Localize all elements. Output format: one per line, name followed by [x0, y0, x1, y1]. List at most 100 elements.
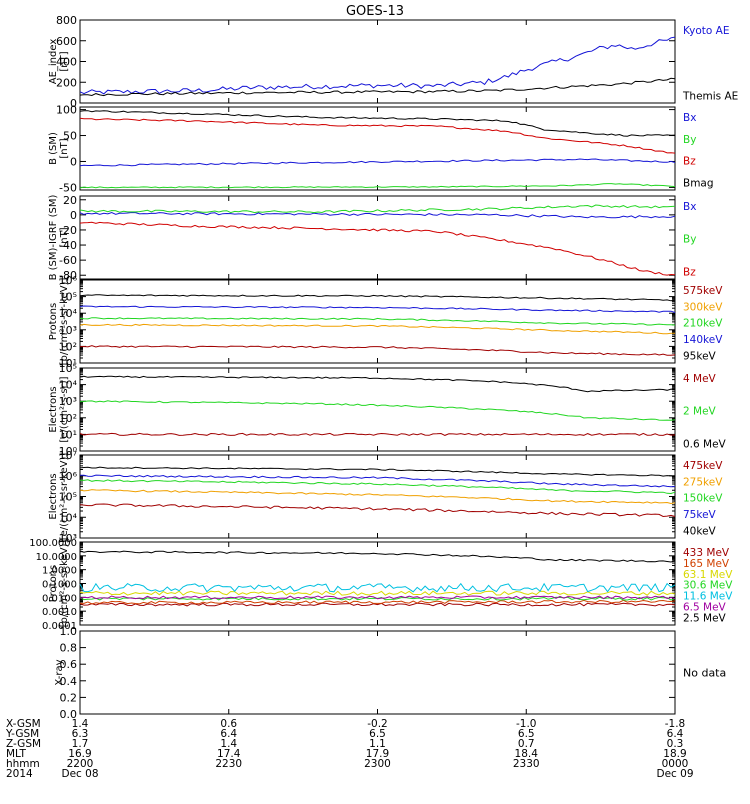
legend-electrons_kev-2: 150keV — [683, 493, 723, 505]
x-tick-label: Dec 09 — [656, 768, 693, 780]
y-tick-label: 10⁶ — [59, 470, 78, 483]
y-tick-label: 100.0000 — [29, 538, 77, 549]
legend-electrons_kev-1: 275keV — [683, 476, 723, 488]
panel-frame — [79, 195, 676, 280]
series-line-protons_mev-0 — [79, 602, 676, 607]
x-tick-label: 1.4 — [72, 718, 89, 730]
x-row-label: hhmm — [6, 758, 40, 770]
series-line-bsm-2 — [79, 117, 676, 154]
y-tick-label: 10⁷ — [59, 449, 77, 462]
x-tick-label: 17.4 — [217, 748, 241, 760]
legend-protons_mev-6: 2.5 MeV — [683, 612, 727, 624]
x-tick-label: 2230 — [215, 758, 242, 770]
series-line-protons_mev-4 — [79, 582, 676, 593]
legend-protons_mev-2: 63.1 MeV — [683, 569, 733, 581]
x-tick-label: 6.3 — [72, 728, 89, 740]
y-tick-label: 10⁶ — [59, 274, 78, 287]
series-line-electrons_mev-1 — [79, 400, 676, 421]
y-tick-label: -20 — [59, 224, 77, 237]
y-tick-label: 0.0001 — [42, 621, 77, 632]
series-line-protons-0 — [79, 345, 676, 356]
x-tick-label: 0000 — [662, 758, 689, 770]
x-axis-labels: X-GSM 1.4 0.6 -0.2 -1.0 -1.8 Y-GSM 6.3 6.4 6.5 6.5… — [5, 718, 694, 780]
legend-bigrf-0: Bx — [683, 201, 696, 213]
y-tick-label: 10² — [59, 340, 77, 353]
y-tick-label: 10⁴ — [59, 379, 78, 392]
y-tick-label: 50 — [63, 130, 77, 143]
y-tick-label: 10⁵ — [59, 291, 77, 304]
y-tick-label: 0 — [70, 209, 77, 222]
legend-electrons_kev-0: 475keV — [683, 460, 723, 472]
y-tick-label: 10⁰ — [59, 445, 78, 458]
legend-electrons_kev-4: 40keV — [683, 525, 717, 537]
series-line-bigrf-0 — [79, 211, 676, 219]
x-tick-label: -0.2 — [367, 718, 388, 730]
series-line-protons-1 — [79, 323, 675, 335]
y-tick-label: 1.0 — [60, 625, 78, 638]
legend-ae-1: Themis AE — [682, 90, 738, 102]
y-tick-label: -60 — [59, 254, 77, 267]
y-tick-label: 10³ — [59, 395, 77, 408]
series-line-protons_mev-1 — [79, 599, 676, 605]
x-tick-label: -1.8 — [665, 718, 686, 730]
legend-protons_mev-5: 6.5 MeV — [683, 601, 727, 613]
y-tick-label: 10³ — [59, 324, 77, 337]
y-axis-label: Electrons[e/(cm²-s-sr)] — [48, 376, 70, 442]
series-line-protons_mev-2 — [79, 590, 676, 596]
y-axis-label: B (SM)-IGRF (SM)[nT] — [48, 195, 70, 281]
x-tick-label: 1.1 — [369, 738, 386, 750]
panel-electrons_kev: 10³ 10⁴ 10⁵ 10⁶ 10⁷Electrons[e/(cm²-s-sr-keV… — [48, 449, 723, 545]
y-axis-label: B (SM)[nT] — [48, 132, 70, 165]
y-tick-label: 800 — [56, 14, 77, 27]
series-line-bsm-3 — [79, 110, 676, 137]
x-row-label: Z-GSM — [6, 738, 41, 750]
y-tick-label: 10³ — [59, 532, 77, 545]
panel-electrons_mev: 10⁰ 10¹ 10² 10³ 10⁴ 10⁵Electrons[e/(cm²-s-sr)… — [48, 362, 727, 458]
y-tick-label: 10⁴ — [59, 307, 78, 320]
y-tick-label: 10⁵ — [59, 362, 77, 375]
series-line-electrons_kev-1 — [79, 489, 676, 505]
series-line-ae-0 — [79, 36, 676, 95]
series-line-electrons_kev-2 — [79, 479, 676, 495]
series-line-ae-1 — [79, 77, 676, 97]
x-tick-label: 2200 — [67, 758, 94, 770]
y-tick-label: 10.0000 — [36, 552, 77, 563]
y-tick-label: 0.4 — [60, 675, 78, 688]
y-tick-label: 0.0010 — [42, 607, 77, 618]
series-line-electrons_kev-0 — [79, 503, 676, 518]
x-row-label: Y-GSM — [5, 728, 39, 740]
panel-ae: 0 200 400 600 800 AE_index[nT] Kyoto AE Themis … — [48, 14, 738, 110]
panel-frame — [79, 630, 676, 715]
x-tick-label: 16.9 — [68, 748, 91, 760]
y-tick-label: 600 — [56, 35, 77, 48]
legend-electrons_kev-3: 75keV — [683, 509, 717, 521]
series-line-bigrf-2 — [79, 221, 676, 276]
y-tick-label: 0.0 — [60, 708, 78, 721]
legend-ae-0: Kyoto AE — [683, 25, 729, 37]
legend-electrons_mev-1: 2 MeV — [683, 406, 717, 418]
x-tick-label: 6.4 — [667, 728, 684, 740]
legend-protons-3: 140keV — [683, 334, 723, 346]
series-line-electrons_kev-4 — [79, 466, 676, 477]
y-tick-label: 0.8 — [60, 642, 78, 655]
series-line-protons-2 — [79, 317, 676, 326]
y-tick-label: -50 — [59, 181, 77, 194]
legend-bsm-2: Bz — [683, 156, 696, 168]
y-tick-label: 0 — [70, 97, 77, 110]
y-tick-label: 10² — [59, 412, 77, 425]
y-tick-label: 10⁴ — [59, 511, 78, 524]
y-tick-label: 10⁵ — [59, 491, 77, 504]
x-row-label: 2014 — [6, 768, 33, 780]
x-row-label: MLT — [6, 748, 26, 760]
legend-protons_mev-0: 433 MeV — [683, 547, 730, 559]
no-data-label: No data — [683, 667, 726, 680]
panel-bsm: -50 0 50 100 B (SM)[nT] Bx By Bz Bmag — [48, 104, 714, 195]
y-tick-label: 10¹ — [59, 428, 77, 441]
legend-bsm-1: By — [683, 134, 696, 146]
legend-bsm-3: Bmag — [683, 177, 714, 189]
y-tick-label: 0.2 — [60, 691, 78, 704]
y-axis-label: Protons[p/(cm²-s-sr-keV)] — [48, 278, 70, 366]
x-tick-label: -1.0 — [516, 718, 537, 730]
